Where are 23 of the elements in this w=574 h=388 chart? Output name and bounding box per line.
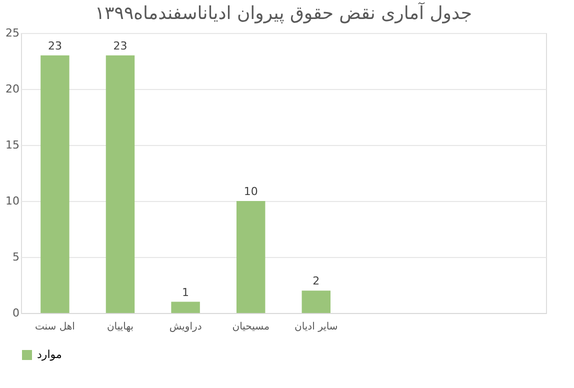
y-tick-label: 0 [12, 306, 20, 320]
bar [302, 290, 331, 313]
data-label: 23 [48, 39, 62, 52]
data-label: 23 [113, 39, 128, 52]
chart-title: جدول آماری نقض حقوق پیروان ادیاناسفندماه۱۳۹۹ [94, 2, 472, 24]
bar [106, 55, 135, 313]
x-tick-label: اهل سنت [34, 322, 75, 332]
data-label: 1 [182, 286, 190, 299]
bar [40, 55, 70, 313]
y-tick-label: 10 [6, 194, 20, 208]
x-tick-label: بهاییان [106, 322, 134, 332]
bar [171, 302, 200, 313]
x-tick-label: سایر ادیان [294, 322, 338, 332]
y-tick-label: 25 [6, 26, 20, 40]
x-tick-label: مسیحیان [232, 322, 270, 332]
bar [236, 201, 266, 313]
y-tick-label: 20 [6, 82, 20, 96]
data-label: 2 [312, 274, 320, 288]
x-tick-label: دراویش [169, 322, 202, 332]
legend-label: موارد [37, 348, 62, 361]
y-tick-label: 15 [6, 138, 20, 152]
y-tick-label: 5 [12, 250, 20, 264]
data-label: 10 [244, 185, 258, 198]
